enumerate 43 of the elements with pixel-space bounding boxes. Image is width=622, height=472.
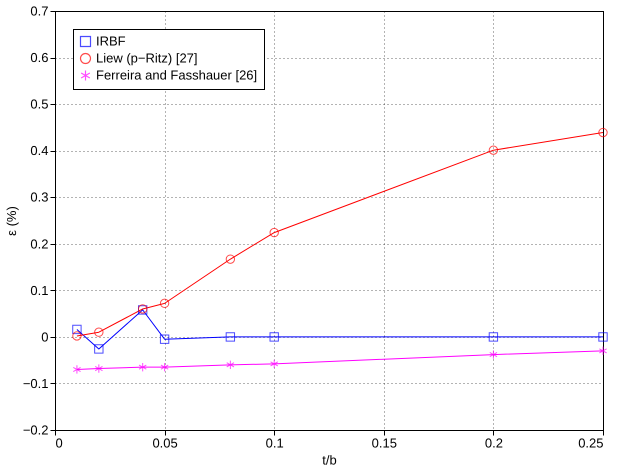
x-axis-title: t/b [322, 452, 337, 468]
point [160, 334, 170, 344]
y-tick-label: −0.1 [22, 376, 48, 391]
x-tick-label: 0 [56, 436, 63, 450]
point [138, 362, 147, 372]
point [270, 359, 278, 369]
point [226, 332, 236, 342]
point [72, 324, 82, 334]
y-tick-label: 0.1 [30, 282, 48, 298]
x-tick-label: 0.1 [266, 436, 284, 450]
point [488, 146, 498, 155]
point [489, 350, 498, 360]
legend-label: IRBF [96, 34, 126, 48]
point [160, 362, 169, 372]
point [598, 332, 608, 342]
y-tick-label: 0.3 [30, 190, 48, 205]
x-tick-label: 0.05 [152, 436, 178, 450]
legend-label: Ferreira and Fasshauer [26] [96, 68, 258, 82]
y-tick-label: 0.4 [30, 143, 48, 158]
y-tick-label: 0.2 [30, 236, 48, 252]
x-tick-label: 0.15 [372, 436, 397, 450]
y-axis-title: ε (%) [4, 206, 19, 236]
y-tick-label: 0.6 [30, 50, 48, 66]
point [270, 332, 279, 342]
point [94, 328, 104, 337]
point [488, 332, 498, 342]
y-tick-label: 0.7 [30, 4, 48, 18]
point [72, 331, 82, 341]
legend-label: Liew (p−Ritz) [27] [96, 50, 198, 66]
point [94, 344, 104, 354]
x-tick-label: 0.2 [484, 436, 503, 450]
point [160, 298, 170, 308]
point [72, 364, 82, 374]
x-tick-label: 0.25 [578, 436, 604, 450]
point [226, 254, 236, 264]
point [270, 228, 279, 238]
point [94, 364, 103, 374]
y-tick-label: 0.5 [30, 96, 48, 112]
point [226, 360, 234, 370]
y-tick-label: 0 [41, 329, 48, 344]
point [598, 128, 608, 138]
y-tick-label: −0.2 [22, 422, 48, 438]
point [598, 346, 608, 356]
